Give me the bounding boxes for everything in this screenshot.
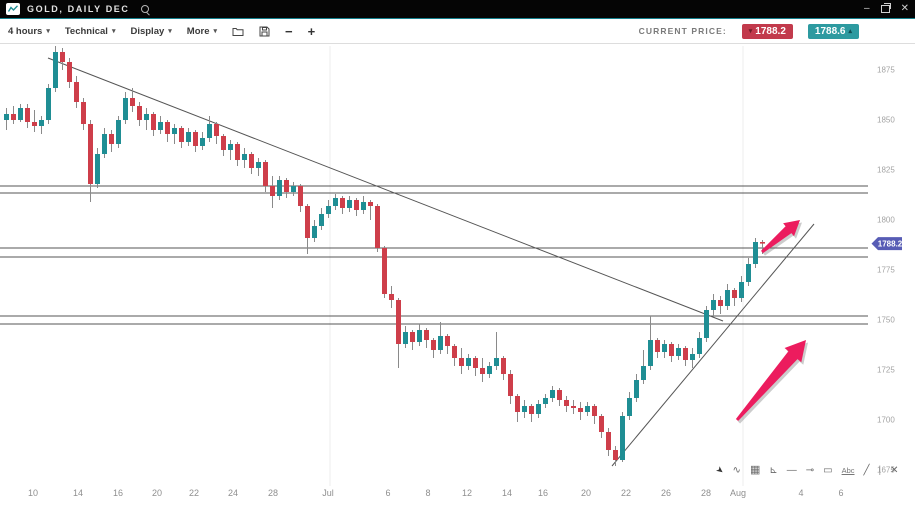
window-controls: – ✕ — [864, 3, 909, 14]
price-axis: 1875 1850 1825 1800 1775 1750 1725 1700 1675 — [877, 66, 895, 475]
close-button[interactable]: ✕ — [900, 3, 909, 14]
zoom-out-button[interactable]: − — [285, 23, 293, 39]
time-axis-label: 6 — [385, 488, 390, 498]
pointer-tool-icon[interactable]: ➤ — [714, 463, 727, 477]
price-axis-label: 1850 — [877, 116, 895, 125]
price-axis-label: 1725 — [877, 366, 895, 375]
symbol-title: GOLD, DAILY DEC — [27, 4, 130, 14]
technical-dropdown[interactable]: Technical ▾ — [64, 25, 116, 37]
annotation-arrows — [735, 220, 808, 424]
candlestick-series — [4, 46, 765, 466]
angle-tool-icon[interactable]: ⊾ — [769, 464, 778, 476]
time-axis-label: 28 — [701, 488, 711, 498]
restore-button[interactable] — [880, 3, 891, 13]
time-axis-label: 16 — [538, 488, 548, 498]
price-axis-label: 1700 — [877, 416, 895, 425]
ascending-trendline[interactable] — [611, 223, 815, 467]
time-axis-label: 12 — [462, 488, 472, 498]
down-tick-icon: ▾ — [748, 27, 753, 35]
save-icon[interactable] — [259, 26, 270, 37]
chevron-down-icon: ▾ — [46, 28, 50, 35]
price-axis-label: 1675 — [877, 466, 895, 475]
breakout-arrow-small[interactable] — [761, 220, 800, 254]
search-icon[interactable] — [140, 5, 149, 13]
accent-divider — [0, 18, 915, 19]
grid-tool-icon[interactable]: ▦ — [749, 464, 761, 476]
more-dropdown[interactable]: More ▾ — [186, 25, 217, 37]
horizontal-line-tool-icon[interactable]: — — [786, 464, 797, 476]
time-axis-label: 28 — [268, 488, 278, 498]
rectangle-tool-icon[interactable]: ▭ — [823, 464, 833, 476]
time-axis-label: 4 — [798, 488, 803, 498]
chevron-down-icon: ▾ — [111, 28, 116, 35]
drawing-toolbar: ➤ ∿ ▦ ⊾ — ⊸ ▭ Abc ╱ | ✕ — [714, 463, 899, 477]
display-dropdown[interactable]: Display ▾ — [130, 25, 172, 37]
price-axis-label: 1800 — [877, 216, 895, 225]
price-marker-value: 1788.2 — [878, 239, 903, 248]
trendlines-layer — [47, 57, 815, 467]
up-tick-icon: ▴ — [848, 27, 852, 35]
curve-tool-icon[interactable]: ∿ — [732, 464, 741, 476]
time-axis-label: 14 — [73, 488, 83, 498]
time-axis-label: Jul — [322, 488, 334, 498]
timeframe-dropdown[interactable]: 4 hours ▾ — [8, 25, 50, 37]
price-chart-svg[interactable]: 1875 1850 1825 1800 1775 1750 1725 1700 1675 10 14… — [0, 44, 915, 506]
time-axis-label: 6 — [838, 488, 843, 498]
price-axis-label: 1750 — [877, 316, 895, 325]
bid-price-badge: ▾ 1788.2 — [741, 23, 793, 39]
chart-area[interactable]: 1875 1850 1825 1800 1775 1750 1725 1700 1675 10 14… — [0, 44, 915, 506]
time-axis-label: 14 — [502, 488, 512, 498]
zoom-in-button[interactable]: + — [307, 23, 316, 39]
time-axis-label: 20 — [581, 488, 591, 498]
price-axis-label: 1825 — [877, 166, 895, 175]
momentum-arrow-large[interactable] — [735, 340, 806, 421]
time-axis-label: Aug — [730, 488, 746, 498]
time-axis-label: 10 — [28, 488, 38, 498]
time-axis-label: 22 — [189, 488, 199, 498]
minimize-button[interactable]: – — [864, 3, 870, 14]
open-folder-icon[interactable] — [232, 26, 244, 37]
ask-price-value: 1788.6 — [814, 25, 846, 37]
chart-toolbar: 4 hours ▾ Technical ▾ Display ▾ More ▾ −… — [0, 19, 915, 44]
title-bar: GOLD, DAILY DEC – ✕ — [0, 0, 915, 18]
close-tool-icon[interactable]: ✕ — [890, 464, 899, 476]
app-logo-icon — [6, 3, 20, 15]
time-axis-label: 24 — [228, 488, 238, 498]
time-axis-label: 8 — [425, 488, 430, 498]
time-axis-label: 16 — [113, 488, 123, 498]
time-axis-label: 26 — [661, 488, 671, 498]
time-axis-label: 20 — [152, 488, 162, 498]
support-resistance-zones — [0, 185, 868, 325]
time-axis-label: 22 — [621, 488, 631, 498]
text-tool-icon[interactable]: Abc — [841, 465, 855, 475]
toolbar-separator: | — [878, 464, 882, 476]
current-price-label: CURRENT PRICE: — [638, 26, 727, 36]
bid-price-value: 1788.2 — [755, 25, 786, 37]
segment-tool-icon[interactable]: ⊸ — [805, 464, 815, 476]
price-marker-flag — [871, 237, 902, 251]
descending-trendline[interactable] — [47, 57, 724, 322]
chevron-down-icon: ▾ — [213, 28, 217, 35]
ask-price-badge: 1788.6 ▴ — [807, 23, 859, 39]
time-axis: 10 14 16 20 22 24 28 Jul 6 8 12 14 16 20 22 26 28 Aug 4 6 — [28, 488, 844, 498]
line-tool-icon[interactable]: ╱ — [863, 464, 870, 476]
price-axis-label: 1875 — [877, 66, 895, 75]
chevron-down-icon: ▾ — [168, 28, 172, 35]
grid-lines-layer — [329, 46, 744, 486]
price-axis-label: 1775 — [877, 266, 895, 275]
current-price-marker: 1788.2 — [871, 237, 903, 251]
